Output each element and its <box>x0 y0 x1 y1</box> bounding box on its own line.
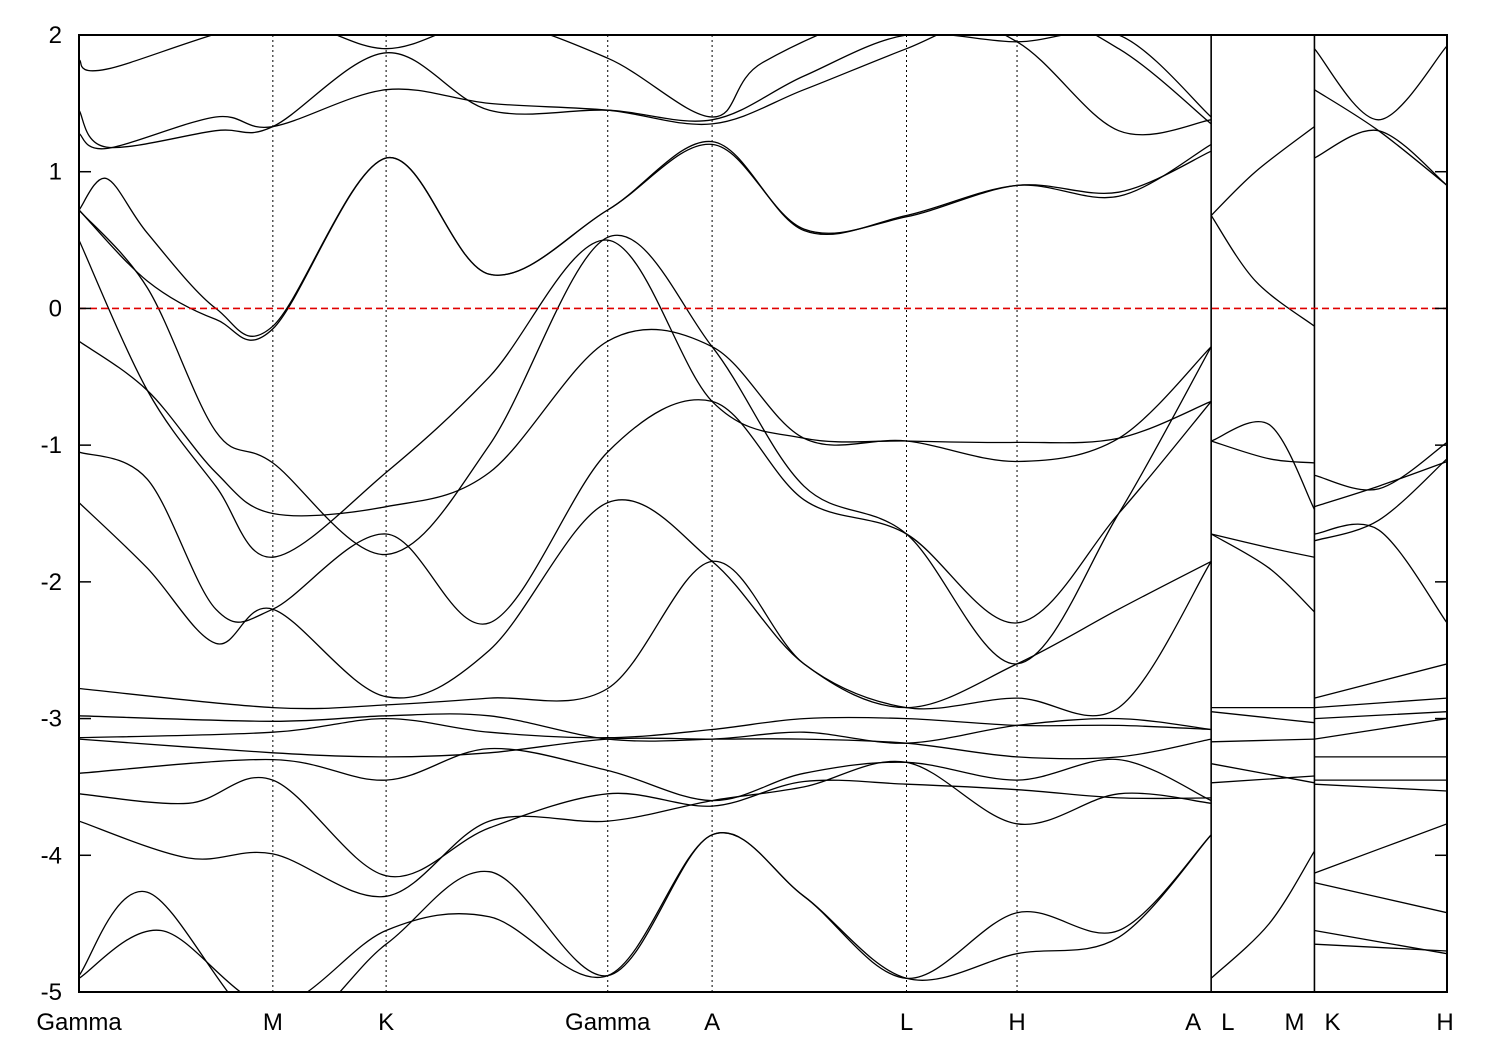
kpoint-gridlines <box>272 35 1316 992</box>
y-tick-label-1: 1 <box>49 159 62 186</box>
band-46 <box>1314 881 1447 914</box>
band-1 <box>79 832 1212 992</box>
band-29 <box>1211 775 1315 784</box>
band-21 <box>1211 440 1315 464</box>
band-19 <box>1210 215 1315 327</box>
y-tick-label-3: -1 <box>41 432 62 459</box>
band-8 <box>79 560 1212 717</box>
band-2 <box>79 760 1212 898</box>
band-23 <box>1211 533 1315 558</box>
band-9 <box>79 499 1212 709</box>
y-tick-label-0: 2 <box>49 22 62 49</box>
band-18 <box>79 35 1212 136</box>
band-41 <box>1314 717 1447 740</box>
band-47 <box>1314 929 1447 955</box>
kpoint-label-7: A <box>1185 1009 1201 1036</box>
kpoint-label-3: Gamma <box>565 1009 651 1036</box>
axis-ticks <box>79 34 1447 993</box>
band-30 <box>1210 850 1315 979</box>
y-tick-label-5: -3 <box>41 706 62 733</box>
band-27 <box>1211 738 1315 743</box>
band-16 <box>79 35 1212 150</box>
band-13 <box>79 209 1212 665</box>
kpoint-label-0: Gamma <box>36 1009 122 1036</box>
band-lines <box>79 35 1447 992</box>
y-tick-label-7: -5 <box>41 979 62 1006</box>
band-15 <box>79 140 1212 337</box>
kpoint-label-1: M <box>263 1009 283 1036</box>
y-tick-label-2: 0 <box>49 295 62 322</box>
kpoint-label-8: L <box>1221 1009 1234 1036</box>
band-28 <box>1211 763 1315 784</box>
band-10 <box>79 399 1212 625</box>
kpoint-label-11: H <box>1436 1009 1453 1036</box>
band-24 <box>1210 533 1315 613</box>
band-45 <box>1314 823 1447 874</box>
y-tick-label-4: -2 <box>41 569 62 596</box>
band-40 <box>1314 711 1447 720</box>
kpoint-label-10: K <box>1324 1009 1340 1036</box>
band-44 <box>1314 783 1447 792</box>
kpoint-label-2: K <box>378 1009 394 1036</box>
band-26 <box>1211 711 1315 724</box>
band-3 <box>79 776 1212 878</box>
band-38 <box>1314 663 1447 699</box>
band-6 <box>79 716 1212 739</box>
band-14 <box>79 143 1212 341</box>
band-37 <box>1314 458 1447 542</box>
band-32 <box>1314 89 1447 186</box>
y-tick-label-6: -4 <box>41 842 62 869</box>
band-4 <box>79 747 1212 802</box>
kpoint-label-5: L <box>900 1009 913 1036</box>
band-22 <box>1210 421 1315 510</box>
band-7 <box>79 713 1212 744</box>
band-48 <box>1314 943 1447 952</box>
band-36 <box>1314 523 1447 624</box>
kpoint-label-6: H <box>1008 1009 1025 1036</box>
kpoint-label-4: A <box>704 1009 720 1036</box>
band-33 <box>1313 45 1447 121</box>
band-31 <box>1314 129 1447 186</box>
plot-frame <box>78 34 1448 993</box>
band-0 <box>79 832 1212 992</box>
kpoint-label-9: M <box>1284 1009 1304 1036</box>
band-39 <box>1314 697 1447 709</box>
band-34 <box>1314 441 1447 491</box>
band-20 <box>1210 126 1315 216</box>
band-11 <box>79 328 1212 517</box>
band-17 <box>79 35 1212 149</box>
band-35 <box>1314 460 1447 508</box>
band-12 <box>79 239 1212 558</box>
